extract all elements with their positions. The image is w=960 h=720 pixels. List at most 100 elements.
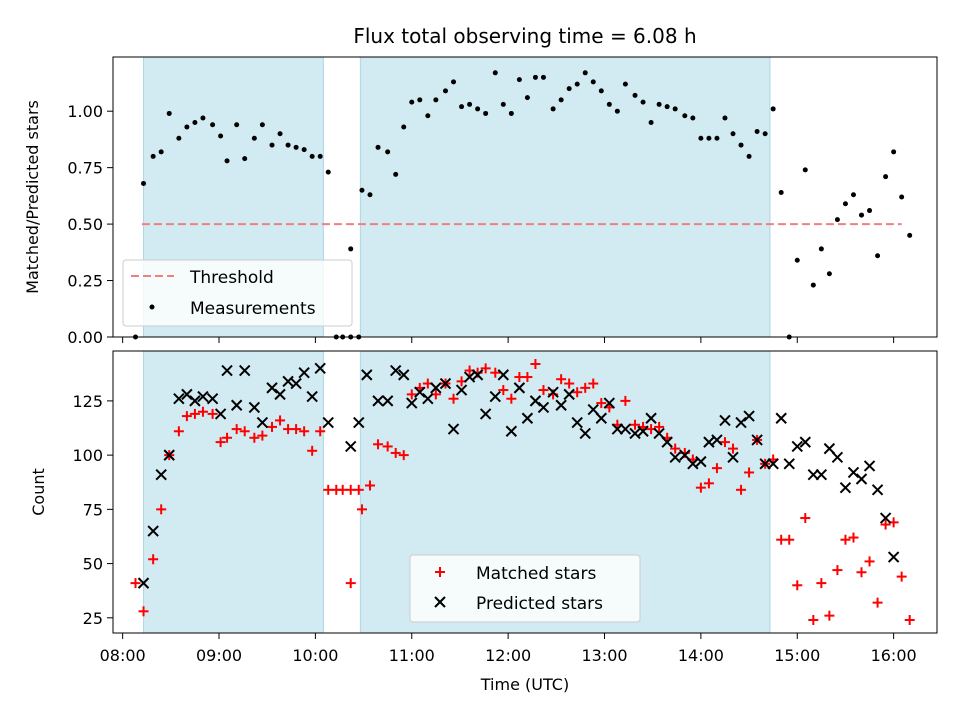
predicted-star-point <box>361 369 373 381</box>
measurement-point <box>810 282 816 288</box>
predicted-star-point <box>711 434 723 446</box>
predicted-star-point <box>314 362 326 375</box>
predicted-star-point <box>266 382 278 394</box>
measurement-point <box>516 77 522 83</box>
legend-matched-label: Matched stars <box>476 564 596 584</box>
matched-star-point <box>872 597 883 608</box>
measurement-point <box>891 149 897 155</box>
measurement-point <box>184 124 190 130</box>
measurement-point <box>433 97 439 103</box>
predicted-star-point <box>719 414 731 427</box>
measurement-point <box>754 129 760 135</box>
matched-star-point <box>356 504 367 515</box>
predicted-star-point <box>274 388 286 401</box>
measurement-point <box>850 192 856 198</box>
predicted-star-point <box>214 408 227 420</box>
predicted-star-point <box>579 427 591 440</box>
matched-star-point <box>736 484 747 495</box>
measurement-point <box>417 97 423 103</box>
predicted-star-point <box>863 460 876 472</box>
matched-star-point <box>703 478 714 489</box>
matched-star-point <box>130 578 141 589</box>
measurement-point <box>640 99 646 105</box>
predicted-star-point <box>735 416 747 429</box>
measurement-point <box>883 174 889 180</box>
measurement-point <box>210 122 216 128</box>
matched-star-point <box>291 424 302 435</box>
matched-star-point <box>373 439 384 450</box>
measurement-point <box>558 97 564 103</box>
ratio-panel: 0.00 0.25 0.50 0.75 1.00 Matched/Predicted s… <box>23 56 938 347</box>
bottom-y-tick-label: 50 <box>83 555 103 574</box>
measurement-point <box>141 180 147 186</box>
measurement-point <box>425 113 431 119</box>
predicted-star-point <box>398 369 410 381</box>
matched-star-point <box>275 415 286 426</box>
predicted-star-point <box>529 395 542 407</box>
predicted-star-point <box>322 416 334 429</box>
predicted-star-point <box>537 401 550 414</box>
predicted-star-point <box>489 390 501 403</box>
matched-star-point <box>267 421 278 432</box>
predicted-star-point <box>221 364 233 377</box>
measurement-point <box>200 115 206 121</box>
predicted-star-point <box>587 403 599 416</box>
predicted-star-point <box>505 425 518 437</box>
predicted-star-point <box>306 390 318 403</box>
x-tick-label: 10:00 <box>292 646 338 665</box>
measurement-point <box>451 79 457 85</box>
legend-measurement-marker <box>149 304 155 310</box>
matched-star-point <box>630 419 641 430</box>
measurement-point <box>907 232 913 238</box>
measurement-point <box>492 70 498 76</box>
top-y-axis-label: Matched/Predicted stars <box>23 100 42 294</box>
measurement-point <box>540 74 546 80</box>
x-tick-label: 16:00 <box>871 646 917 665</box>
measurement-point <box>259 122 265 128</box>
measurement-point <box>574 81 580 87</box>
predicted-star-point <box>372 395 384 407</box>
matched-star-point <box>522 372 533 383</box>
matched-star-point <box>848 532 859 543</box>
measurement-point <box>524 95 530 101</box>
predicted-star-point <box>783 458 795 470</box>
predicted-star-point <box>547 386 559 398</box>
matched-star-point <box>480 363 491 374</box>
bottom-y-tick-label: 100 <box>72 446 103 465</box>
predicted-star-point <box>479 408 492 420</box>
measurement-point <box>598 88 604 94</box>
measurement-point <box>722 115 728 121</box>
matched-star-point <box>588 378 599 389</box>
predicted-star-point <box>743 410 755 422</box>
predicted-star-point <box>189 395 201 407</box>
legend-predicted-label: Predicted stars <box>476 594 603 614</box>
x-tick-label: 13:00 <box>581 646 627 665</box>
measurement-point <box>770 106 776 112</box>
measurement-point <box>277 131 283 137</box>
predicted-star-point <box>163 449 175 461</box>
predicted-star-point <box>256 416 269 429</box>
predicted-star-point <box>555 399 567 411</box>
x-tick-label: 15:00 <box>774 646 820 665</box>
predicted-star-point <box>563 388 575 401</box>
predicted-star-point <box>879 512 892 524</box>
measurement-point <box>218 133 224 139</box>
predicted-star-point <box>206 393 219 405</box>
predicted-star-point <box>406 397 418 409</box>
measurement-point <box>483 110 489 116</box>
bottom-y-tick-label: 125 <box>72 392 103 411</box>
matched-star-point <box>572 387 583 398</box>
measurement-point <box>778 189 784 195</box>
measurement-point <box>317 153 323 159</box>
matched-star-point <box>784 534 795 545</box>
predicted-star-point <box>887 551 900 563</box>
matched-star-point <box>728 443 739 454</box>
measurement-point <box>176 135 182 141</box>
matched-star-point <box>448 393 459 404</box>
predicted-star-point <box>455 384 468 396</box>
predicted-star-point <box>282 375 294 388</box>
predicted-star-point <box>669 451 681 463</box>
predicted-star-point <box>239 364 251 377</box>
measurement-point <box>706 135 712 141</box>
top-y-tick-label: 0.00 <box>67 328 103 347</box>
